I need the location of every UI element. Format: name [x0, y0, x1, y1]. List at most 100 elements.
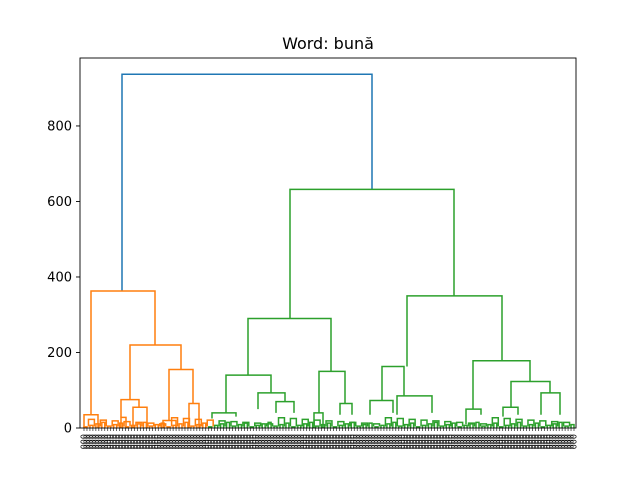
dendrogram-link — [534, 422, 540, 428]
leaf-label: 000 — [528, 434, 537, 449]
leaf-label: 000 — [103, 434, 112, 449]
leaf-label: 000 — [525, 434, 534, 449]
dendrogram-link — [314, 425, 320, 428]
dendrogram-link — [510, 423, 516, 428]
leaf-label: 000 — [139, 434, 148, 449]
dendrogram-link — [172, 424, 177, 428]
leaf-label: 000 — [133, 434, 142, 449]
dendrogram-link — [433, 421, 439, 428]
leaf-label: 000 — [338, 434, 347, 449]
leaf-label: 000 — [305, 434, 314, 449]
leaf-label: 000 — [362, 434, 371, 449]
leaf-label: 000 — [353, 434, 362, 449]
leaf-label: 000 — [118, 434, 127, 449]
dendrogram-link — [481, 425, 486, 428]
leaf-label: 000 — [186, 434, 195, 449]
leaf-label: 000 — [376, 434, 385, 449]
leaf-label: 000 — [317, 434, 326, 449]
leaf-label: 000 — [472, 434, 481, 449]
leaf-label: 000 — [183, 434, 192, 449]
dendrogram-link — [190, 425, 195, 428]
dendrogram-link — [332, 426, 338, 428]
leaf-label: 000 — [427, 434, 436, 449]
leaf-label: 000 — [198, 434, 207, 449]
leaf-label: 000 — [85, 434, 94, 449]
leaf-label: 000 — [400, 434, 409, 449]
leaf-label: 000 — [379, 434, 388, 449]
dendrogram-link — [457, 426, 462, 428]
leaf-label: 000 — [543, 434, 552, 449]
leaf-label: 000 — [483, 434, 492, 449]
dendrogram-link — [83, 414, 99, 428]
dendrogram-link — [374, 426, 379, 428]
leaf-label: 000 — [433, 434, 442, 449]
leaf-label: 000 — [388, 434, 397, 449]
dendrogram-link — [218, 420, 226, 427]
leaf-label: 000 — [160, 434, 169, 449]
leaf-label: 000 — [308, 434, 317, 449]
dendrogram-link — [398, 425, 403, 428]
leaf-label: 000 — [546, 434, 555, 449]
leaf-label: 000 — [148, 434, 157, 449]
leaf-label: 000 — [451, 434, 460, 449]
dendrogram-link — [487, 423, 492, 428]
leaf-label: 000 — [474, 434, 483, 449]
dendrogram-link — [225, 421, 231, 428]
dendrogram-link — [123, 420, 131, 427]
dendrogram-link — [308, 421, 314, 428]
dendrogram-link — [439, 425, 445, 428]
leaf-label: 000 — [492, 434, 501, 449]
dendrogram-link — [170, 417, 179, 427]
dendrogram-link — [111, 420, 119, 427]
leaf-label: 000 — [82, 434, 91, 449]
dendrogram-link — [522, 425, 528, 428]
dendrogram-link — [502, 406, 519, 417]
leaf-label: 000 — [299, 434, 308, 449]
leaf-label: 000 — [293, 434, 302, 449]
dendrogram-link — [188, 402, 200, 428]
dendrogram-link — [107, 425, 112, 428]
dendrogram-link — [261, 423, 266, 428]
leaf-label: 000 — [252, 434, 261, 449]
dendrogram-link — [303, 423, 308, 428]
leaf-label: 000 — [228, 434, 237, 449]
leaf-label: 000 — [284, 434, 293, 449]
dendrogram-link — [491, 417, 500, 427]
dendrogram-link — [396, 417, 404, 427]
dendrogram-link — [396, 395, 433, 415]
dendrogram-link — [178, 423, 183, 428]
leaf-label: 000 — [368, 434, 377, 449]
leaf-label: 000 — [204, 434, 213, 449]
dendrogram-link — [90, 290, 156, 415]
leaf-label: 000 — [412, 434, 421, 449]
dendrogram-link — [570, 423, 575, 428]
leaf-label: 000 — [207, 434, 216, 449]
y-tick-label: 400 — [47, 270, 72, 285]
dendrogram-link — [338, 424, 344, 428]
leaf-label: 000 — [555, 434, 564, 449]
leaf-label: 000 — [154, 434, 163, 449]
leaf-label: 000 — [513, 434, 522, 449]
dendrogram-link — [360, 422, 369, 427]
dendrogram-link — [120, 398, 140, 418]
leaf-label: 000 — [365, 434, 374, 449]
leaf-label: 000 — [216, 434, 225, 449]
dendrogram-link — [510, 380, 551, 408]
dendrogram-link — [451, 422, 456, 428]
y-tick-label: 200 — [47, 346, 72, 361]
leaf-label: 000 — [522, 434, 531, 449]
leaf-label: 000 — [489, 434, 498, 449]
leaf-label: 000 — [225, 434, 234, 449]
leaf-label: 000 — [130, 434, 139, 449]
leaf-label: 000 — [537, 434, 546, 449]
leaf-label: 000 — [430, 434, 439, 449]
dendrogram-link — [202, 422, 207, 428]
leaf-label: 000 — [166, 434, 175, 449]
leaf-label: 000 — [436, 434, 445, 449]
dendrogram-link — [129, 344, 182, 400]
dendrogram-link — [479, 423, 488, 427]
leaf-label: 000 — [255, 434, 264, 449]
dendrogram-link — [475, 421, 480, 428]
dendrogram-link — [279, 423, 284, 428]
